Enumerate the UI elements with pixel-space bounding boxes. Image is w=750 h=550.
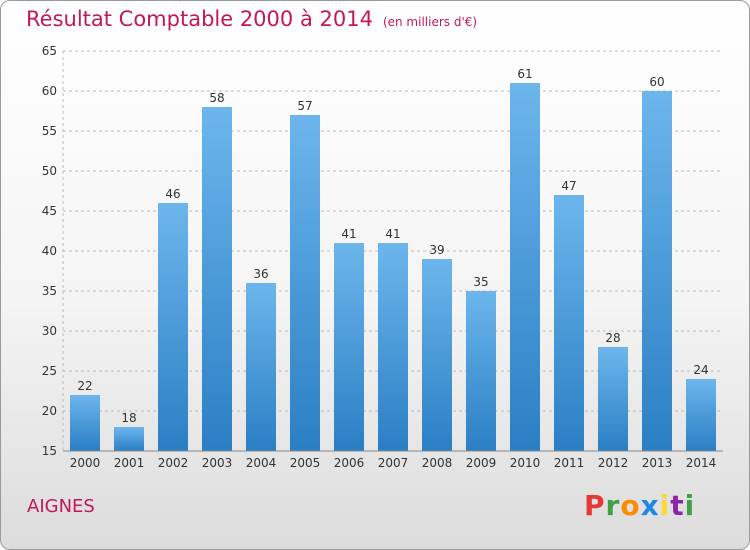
x-tick-label: 2012 (598, 456, 629, 470)
x-tick-label: 2010 (510, 456, 541, 470)
bar[interactable] (554, 195, 584, 451)
bar[interactable] (378, 243, 408, 451)
y-tick-label: 45 (42, 204, 57, 218)
chart-title: Résultat Comptable 2000 à 2014 (en millie… (26, 7, 477, 31)
bar[interactable] (158, 203, 188, 451)
x-tick-label: 2003 (202, 456, 233, 470)
logo-letter: r (605, 489, 621, 522)
y-tick-label: 65 (42, 44, 57, 58)
bar-layer (70, 83, 716, 451)
x-tick-label: 2007 (378, 456, 409, 470)
logo-letter: P (584, 489, 606, 522)
y-tick-label: 25 (42, 364, 57, 378)
x-tick-label: 2014 (686, 456, 717, 470)
bar-value-label: 41 (341, 227, 356, 241)
x-tick-label: 2011 (554, 456, 585, 470)
bar-value-label: 46 (165, 187, 180, 201)
x-tick-label: 2000 (70, 456, 101, 470)
bar-value-label: 47 (561, 179, 576, 193)
x-tick-label: 2006 (334, 456, 365, 470)
x-tick-label: 2004 (246, 456, 277, 470)
bar-value-label: 58 (209, 91, 224, 105)
bar-value-label: 41 (385, 227, 400, 241)
logo-letter: i (684, 489, 696, 522)
axis-layer: 15 20 25 30 35 40 45 50 55 60 65 22 2000 18 2001 46 2002… (42, 44, 723, 470)
bar[interactable] (598, 347, 628, 451)
y-tick-label: 40 (42, 244, 57, 258)
bar[interactable] (642, 91, 672, 451)
logo-letter: t (670, 489, 685, 522)
x-tick-label: 2013 (642, 456, 673, 470)
y-tick-label: 50 (42, 164, 57, 178)
logo-letter: o (620, 489, 641, 522)
bar[interactable] (246, 283, 276, 451)
bar-value-label: 28 (605, 331, 620, 345)
bar-value-label: 35 (473, 275, 488, 289)
bar-value-label: 39 (429, 243, 444, 257)
bar-value-label: 61 (517, 67, 532, 81)
y-tick-label: 20 (42, 404, 57, 418)
bar[interactable] (290, 115, 320, 451)
bar[interactable] (422, 259, 452, 451)
bar[interactable] (686, 379, 716, 451)
y-tick-label: 60 (42, 84, 57, 98)
x-tick-label: 2001 (114, 456, 145, 470)
bar[interactable] (510, 83, 540, 451)
bar[interactable] (202, 107, 232, 451)
bar-value-label: 24 (693, 363, 708, 377)
x-tick-label: 2009 (466, 456, 497, 470)
bar-value-label: 22 (77, 379, 92, 393)
y-tick-label: 30 (42, 324, 57, 338)
logo-letter: i (659, 489, 671, 522)
y-tick-label: 35 (42, 284, 57, 298)
chart-subtitle: (en milliers d'€) (382, 15, 478, 29)
x-tick-label: 2008 (422, 456, 453, 470)
title-text: Résultat Comptable 2000 à 2014 (26, 7, 373, 31)
bar[interactable] (466, 291, 496, 451)
bar-value-label: 60 (649, 75, 664, 89)
bar-value-label: 57 (297, 99, 312, 113)
bar-value-label: 36 (253, 267, 268, 281)
y-tick-label: 55 (42, 124, 57, 138)
x-tick-label: 2005 (290, 456, 321, 470)
y-tick-label: 15 (42, 444, 57, 458)
place-name: AIGNES (27, 496, 95, 517)
bar-value-label: 18 (121, 411, 136, 425)
logo-letter: x (640, 489, 660, 522)
bar[interactable] (70, 395, 100, 451)
bar[interactable] (334, 243, 364, 451)
proxiti-logo[interactable]: Proxiti (584, 489, 695, 522)
x-tick-label: 2002 (158, 456, 189, 470)
bar[interactable] (114, 427, 144, 451)
